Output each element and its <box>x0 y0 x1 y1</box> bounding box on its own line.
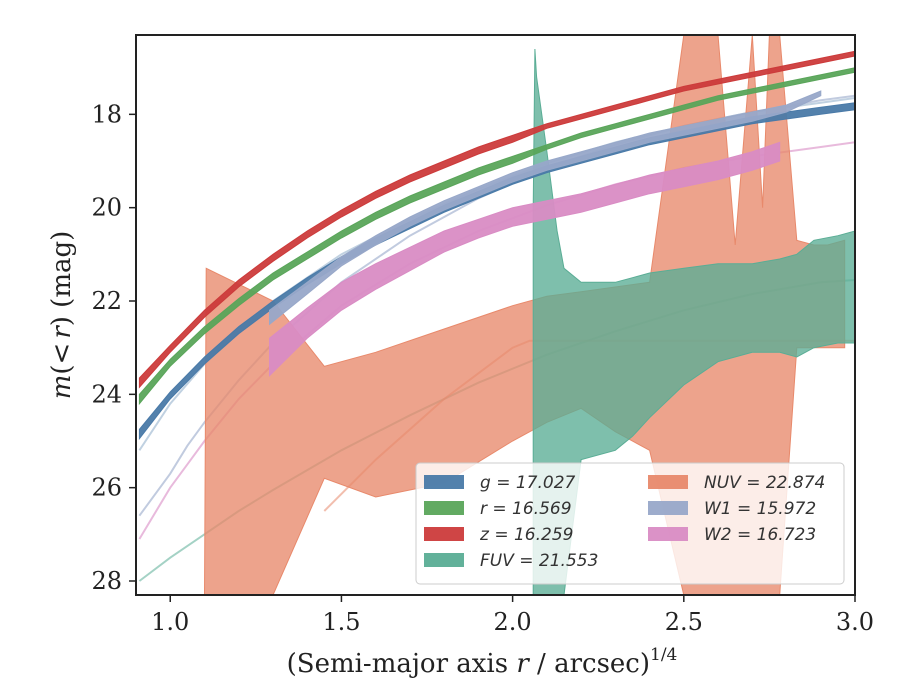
y-tick-label: 28 <box>91 567 122 595</box>
legend-swatch-W1 <box>648 501 688 515</box>
plot-frame <box>135 34 856 596</box>
y-tick-label: 22 <box>91 287 122 315</box>
legend-label-r: r = 16.569 <box>480 499 572 519</box>
band-W1 <box>269 90 822 326</box>
band-W2 <box>269 141 781 377</box>
x-tick-label: 3.0 <box>836 608 874 636</box>
y-tick-label: 24 <box>91 380 122 408</box>
legend-swatch-NUV <box>648 475 688 489</box>
y-tick-label: 26 <box>91 474 122 502</box>
legend-box <box>415 462 845 585</box>
legend-label-W1: W1 = 15.972 <box>704 499 816 519</box>
y-tick-label: 20 <box>91 194 122 222</box>
y-tick-label: 18 <box>91 100 122 128</box>
legend-swatch-FUV <box>424 553 464 567</box>
legend-swatch-z <box>424 527 464 541</box>
legend: g = 17.027 r = 16.569 z = 16.259 FUV = 21.5… <box>415 462 845 585</box>
legend-swatch-W2 <box>648 527 688 541</box>
x-tick-label: 1.0 <box>151 608 189 636</box>
band-r <box>138 67 855 406</box>
y-axis-title: m(<r) (mag) <box>47 231 77 400</box>
legend-label-W2: W2 = 16.723 <box>704 525 816 545</box>
legend-label-NUV: NUV = 22.874 <box>704 473 825 493</box>
band-FUV <box>532 48 855 595</box>
x-tick-label: 2.5 <box>665 608 703 636</box>
legend-swatch-r <box>424 501 464 515</box>
legend-swatch-g <box>424 475 464 489</box>
x-tick-label: 2.0 <box>494 608 532 636</box>
x-axis-title: (Semi-major axis r / arcsec)1/4 <box>287 645 678 679</box>
legend-label-g: g = 17.027 <box>480 473 576 493</box>
band-z <box>138 50 855 389</box>
legend-label-FUV: FUV = 21.553 <box>480 551 598 571</box>
plot-area <box>138 35 855 595</box>
x-tick-label: 1.5 <box>322 608 360 636</box>
legend-label-z: z = 16.259 <box>479 525 573 545</box>
axes-ticks: 1.0 1.5 2.0 2.5 3.0 18 20 22 24 26 28 <box>91 100 874 636</box>
